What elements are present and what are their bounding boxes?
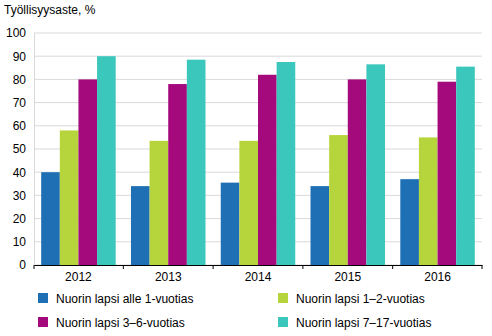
y-tick: 60 — [13, 119, 34, 133]
y-tick-label: 70 — [13, 96, 27, 110]
x-axis-line — [35, 265, 483, 266]
x-separator — [123, 265, 124, 269]
bar — [438, 82, 457, 265]
bar — [258, 75, 277, 265]
bar — [311, 186, 330, 265]
chart: 0102030405060708090100201220132014201520… — [0, 0, 492, 336]
grid — [34, 33, 482, 265]
grid-line — [34, 33, 482, 34]
x-separator — [392, 265, 393, 269]
bar — [97, 56, 116, 265]
x-separator — [213, 265, 214, 269]
legend-item: Nuorin lapsi 3–6-vuotias — [38, 316, 185, 330]
legend-label: Nuorin lapsi 3–6-vuotias — [56, 316, 185, 330]
y-tick: 80 — [13, 73, 34, 87]
bar — [239, 141, 258, 265]
y-tick-label: 80 — [13, 73, 27, 87]
y-axis: 0 10 20 30 40 50 60 70 80 90 100 — [6, 26, 35, 272]
x-separator — [34, 265, 35, 269]
bar — [348, 79, 367, 265]
bar — [131, 186, 150, 265]
y-tick-label: 40 — [13, 166, 27, 180]
legend-item: Nuorin lapsi alle 1-vuotias — [38, 292, 193, 306]
y-tick-label: 60 — [13, 119, 27, 133]
bar — [456, 67, 475, 265]
y-tick-label: 100 — [6, 26, 26, 40]
bar — [221, 183, 240, 265]
y-tick-label: 30 — [13, 189, 27, 203]
bar — [187, 60, 206, 265]
y-tick: 10 — [13, 235, 34, 249]
bar — [329, 135, 348, 265]
legend-swatch — [38, 317, 48, 327]
bar — [400, 179, 419, 265]
y-tick: 50 — [13, 142, 34, 156]
x-tick-label: 2016 — [424, 270, 451, 284]
y-tick: 90 — [13, 50, 34, 64]
legend-swatch — [278, 293, 288, 303]
y-tick: 0 — [19, 258, 34, 272]
bar-series — [78, 75, 456, 265]
x-tick-label: 2012 — [65, 270, 92, 284]
y-tick-label: 50 — [13, 142, 27, 156]
legend-label: Nuorin lapsi 1–2-vuotias — [296, 292, 425, 306]
x-tick-label: 2013 — [155, 270, 182, 284]
x-separator — [302, 265, 303, 269]
y-axis-title: Työllisyysaste, % — [4, 3, 96, 17]
legend-label: Nuorin lapsi 7–17-vuotias — [296, 316, 431, 330]
x-axis: 2012 2013 2014 2015 2016 — [34, 265, 483, 284]
x-tick-label: 2015 — [334, 270, 361, 284]
bar — [41, 172, 60, 265]
y-tick: 100 — [6, 26, 34, 40]
legend-item: Nuorin lapsi 1–2-vuotias — [278, 292, 425, 306]
x-tick: 2012 — [65, 265, 92, 284]
bars — [41, 56, 475, 265]
bar — [277, 62, 296, 265]
bar-series — [97, 56, 475, 265]
plot: 0102030405060708090100201220132014201520… — [6, 26, 483, 283]
legend-swatch — [38, 293, 48, 303]
y-tick-label: 10 — [13, 235, 27, 249]
y-axis-line — [34, 34, 35, 266]
x-separator — [482, 265, 483, 269]
y-tick: 40 — [13, 166, 34, 180]
y-tick: 30 — [13, 189, 34, 203]
legend-label: Nuorin lapsi alle 1-vuotias — [56, 292, 193, 306]
y-tick-label: 90 — [13, 50, 27, 64]
bar — [366, 64, 385, 265]
x-tick: 2014 — [245, 265, 272, 284]
y-tick: 70 — [13, 96, 34, 110]
y-tick-label: 20 — [13, 212, 27, 226]
bar — [60, 130, 79, 265]
y-tick-label: 0 — [19, 258, 26, 272]
x-tick: 2016 — [424, 265, 451, 284]
bar — [150, 141, 169, 265]
legend-item: Nuorin lapsi 7–17-vuotias — [278, 316, 431, 330]
x-tick-label: 2014 — [245, 270, 272, 284]
x-tick: 2015 — [334, 265, 361, 284]
bar — [419, 137, 438, 265]
legend-swatch — [278, 317, 288, 327]
x-tick: 2013 — [155, 265, 182, 284]
bar — [78, 79, 97, 265]
legend: Nuorin lapsi alle 1-vuotias Nuorin lapsi … — [38, 292, 431, 330]
bar — [168, 84, 187, 265]
y-tick: 20 — [13, 212, 34, 226]
